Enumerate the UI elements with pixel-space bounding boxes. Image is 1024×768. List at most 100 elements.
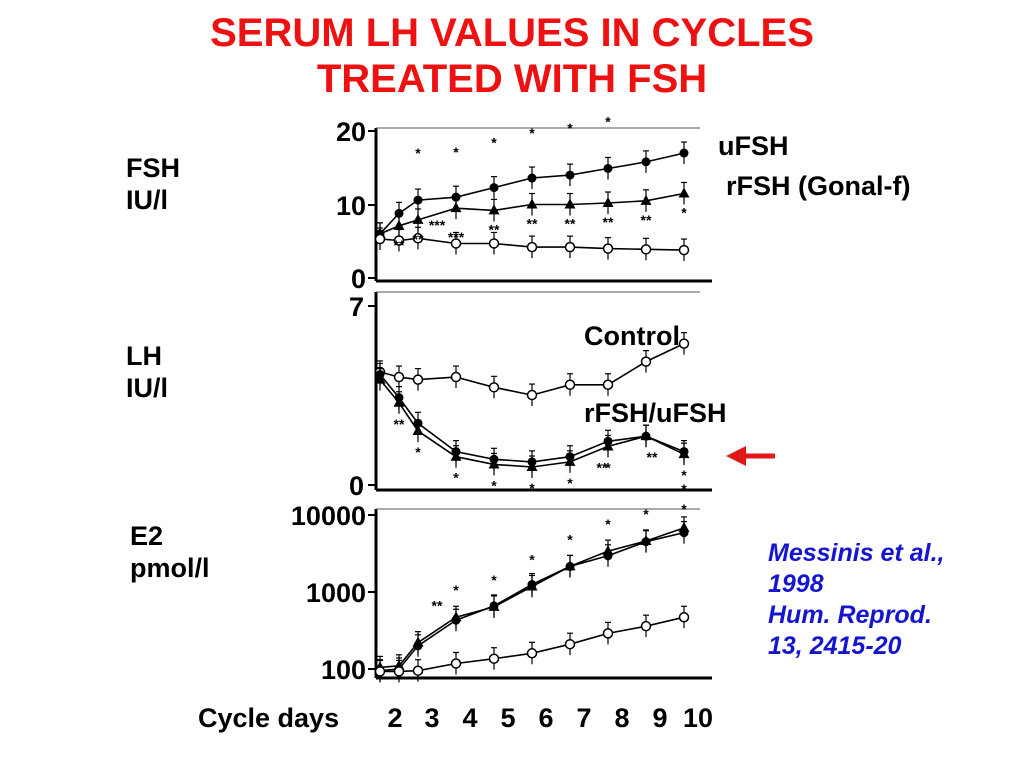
e2-significance-marker: * [681,501,687,517]
fsh-point [489,183,499,193]
lh-series-line-control [379,342,685,396]
lh-significance-marker: * [605,459,611,475]
e2-point [488,653,500,664]
e2-y-tick-label: 100 [321,655,366,685]
fsh-point [641,157,651,167]
e2-point [640,620,652,632]
lh-series-line-rfsh-ufsh [379,373,685,463]
fsh-significance-marker: *** [429,217,446,233]
e2-y-tick-label: 1000 [306,578,366,608]
e2-series-line-rfsh-gonal-f- [379,527,685,669]
e2-significance-marker: * [605,516,611,532]
e2-panel [368,508,712,683]
e2-significance-marker: * [643,506,649,522]
fsh-significance-marker: ** [527,216,538,232]
lh-panel [368,291,712,492]
fsh-point [412,233,424,244]
lh-significance-marker: ** [394,416,405,432]
fsh-significance-marker: * [415,145,421,161]
fsh-unit: IU/l [126,185,169,215]
fsh-y-tick-label: 20 [336,117,366,147]
fsh-significance-marker: ** [413,231,424,247]
e2-point [393,666,405,677]
x-tick-label: 10 [683,703,713,733]
e2-series-line-ufsh [379,531,685,672]
lh-point [412,425,424,436]
fsh-significance-marker: ** [565,216,576,232]
citation-line-1: Messinis et al., [768,539,945,567]
fsh-significance-marker: ** [394,237,405,253]
e2-point [450,658,462,669]
fsh-point [678,187,690,198]
citation-line-2: 1998 [768,570,824,598]
fsh-point [565,170,575,180]
lh-point [564,455,576,466]
fsh-significance-marker: ** [489,221,500,237]
fsh-significance-marker: * [453,144,459,160]
e2-point [526,580,538,591]
fsh-panel [368,127,712,283]
fsh-point [527,173,537,183]
e2-significance-marker: * [567,531,573,547]
fsh-label: FSH [126,153,180,183]
e2-point [678,611,690,623]
fsh-point [640,194,652,205]
e2-y-tick-label: 10000 [291,501,366,531]
fsh-point [526,198,538,209]
e2-point [678,521,690,532]
citation-line-4: 13, 2415-20 [768,632,902,660]
fsh-point [603,163,613,173]
fsh-point [393,219,405,230]
lh-point [678,338,690,349]
e2-point [412,636,424,647]
x-axis-label: Cycle days [198,703,339,733]
lh-point [602,440,614,451]
e2-point [488,600,500,611]
fsh-significance-marker: * [567,120,573,136]
legend-rfsh: rFSH (Gonal-f) [726,171,911,201]
lh-significance-marker: ** [647,449,658,465]
e2-point [602,628,614,639]
lh-point [526,389,538,401]
x-tick-label: 7 [576,703,591,733]
lh-point [412,374,424,385]
fsh-point [564,198,576,209]
e2-point [374,666,386,677]
fsh-significance-marker: * [491,135,497,151]
lh-point [450,450,462,461]
label-rfsh-ufsh: rFSH/uFSH [584,398,727,428]
slide-title: SERUM LH VALUES IN CYCLES TREATED WITH F… [0,10,1024,102]
lh-significance-marker: * [567,475,573,491]
fsh-significance-marker: * [681,204,687,220]
e2-point [564,560,576,571]
lh-significance-marker: * [491,477,497,493]
e2-point [450,611,462,622]
fsh-point [394,208,404,218]
fsh-point [413,195,423,205]
e2-point [526,648,538,659]
e2-point [564,638,576,650]
lh-point [393,371,405,383]
lh-point [640,430,652,441]
fsh-point [450,202,462,213]
fsh-point [488,204,500,215]
lh-point [640,356,652,367]
fsh-point [678,244,690,256]
x-tick-label: 3 [424,703,439,733]
e2-label: E2 [130,521,164,551]
fsh-point [679,148,689,158]
lh-series-line-rfsh-ufsh-triangles- [379,379,685,468]
fsh-point [488,238,500,249]
x-tick-label: 5 [500,703,515,733]
lh-y-tick-label: 0 [349,471,364,501]
fsh-series-line-control [379,237,685,251]
e2-significance-marker: ** [432,597,443,613]
legend-ufsh: uFSH [718,131,789,161]
e2-significance-marker: * [453,582,459,598]
fsh-series-line-rfsh-gonal-f- [379,192,685,235]
fsh-point [393,235,405,246]
fsh-point [412,213,424,224]
e2-unit: pmol/l [130,553,210,583]
x-tick-label: 6 [538,703,553,733]
